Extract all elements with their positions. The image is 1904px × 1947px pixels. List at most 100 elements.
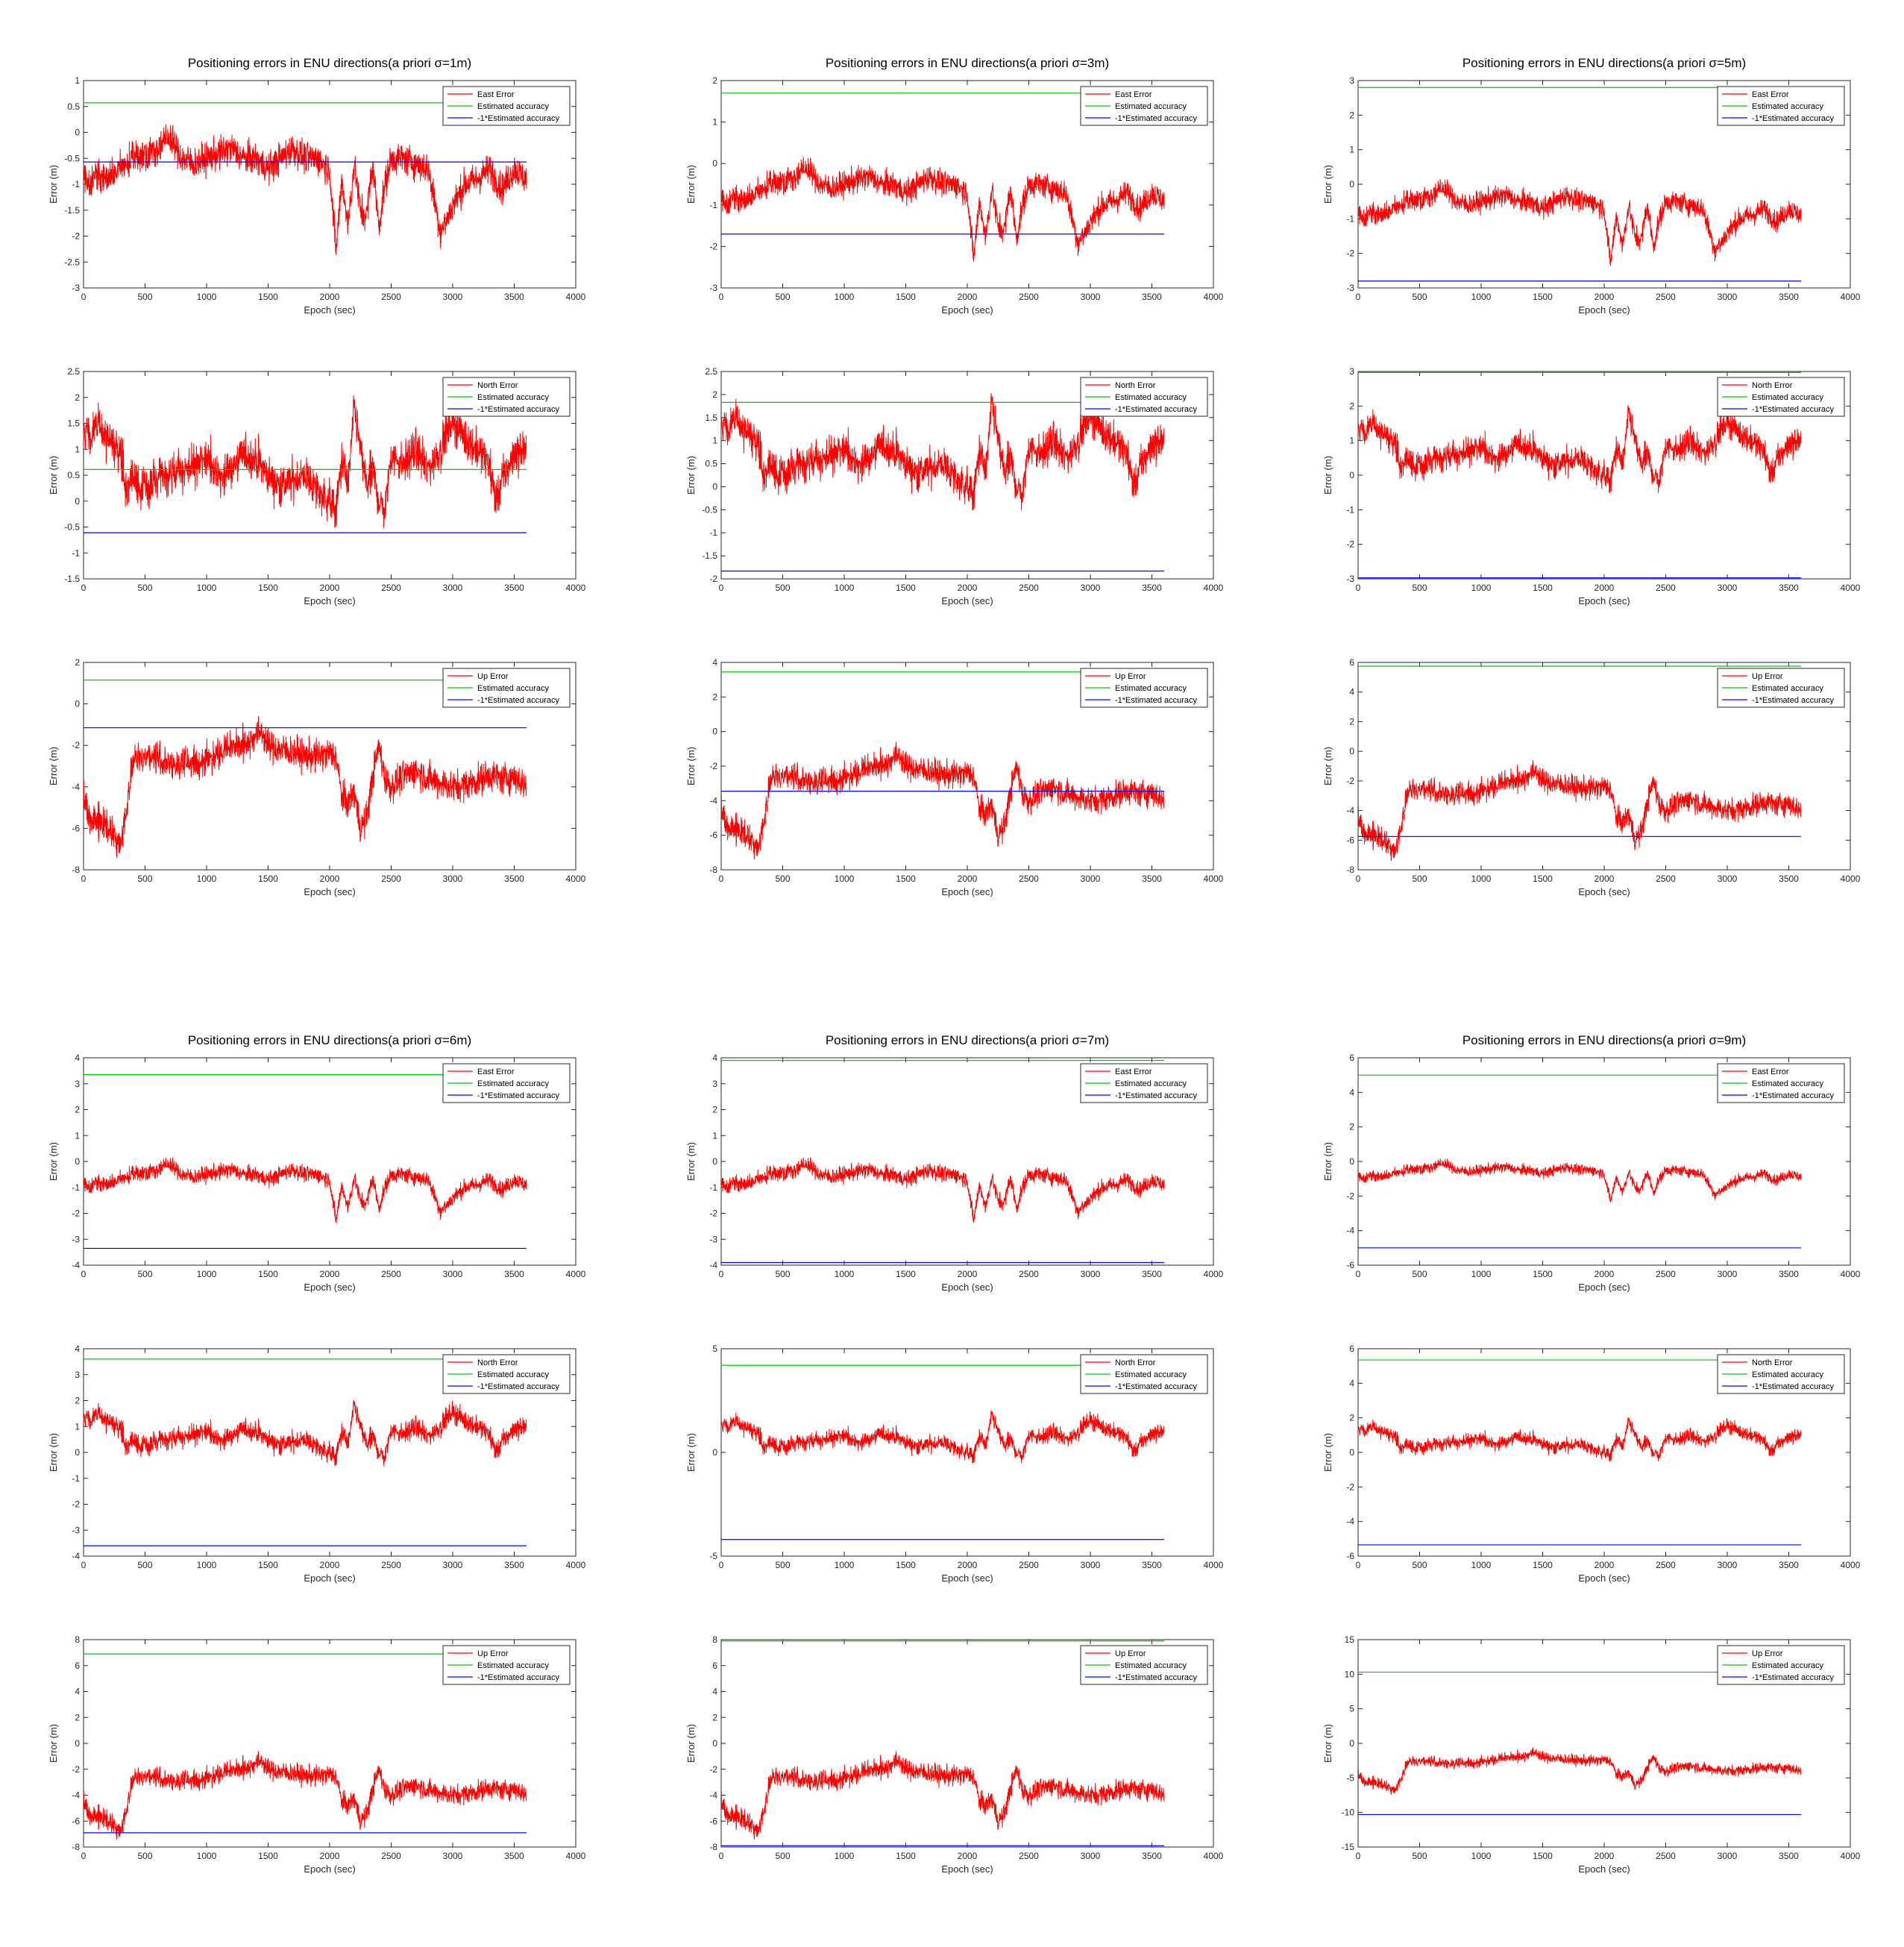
y-tick-label: -3 — [72, 1234, 80, 1244]
x-tick-label: 3500 — [1142, 292, 1162, 302]
error-series-line — [721, 1751, 1165, 1840]
legend-label: Estimated accuracy — [477, 1079, 549, 1088]
y-tick-label: 6 — [1349, 657, 1354, 668]
legend-label: -1*Estimated accuracy — [1115, 696, 1198, 705]
error-series-line — [84, 1399, 527, 1467]
y-tick-label: 1 — [75, 75, 80, 86]
y-tick-label: 2.5 — [67, 366, 80, 377]
y-tick-label: -6 — [709, 830, 717, 841]
error-series-line — [1358, 1158, 1802, 1203]
y-tick-label: 0 — [1349, 1156, 1354, 1167]
x-tick-label: 3500 — [1142, 1269, 1162, 1279]
x-tick-label: 1500 — [1533, 1560, 1553, 1570]
legend-label: Estimated accuracy — [1752, 684, 1823, 693]
legend-label: North Error — [477, 381, 518, 390]
y-tick-label: -2 — [72, 740, 80, 750]
x-tick-label: 4000 — [566, 874, 586, 884]
legend-label: -1*Estimated accuracy — [477, 1091, 560, 1100]
x-tick-label: 2500 — [1656, 583, 1676, 593]
x-tick-label: 2500 — [381, 874, 401, 884]
y-tick-label: -0.5 — [64, 522, 80, 533]
y-tick-label: -1 — [1346, 213, 1354, 224]
x-tick-label: 0 — [81, 1851, 87, 1861]
y-tick-label: -2 — [1346, 776, 1354, 786]
error-series-line — [1358, 178, 1802, 266]
y-tick-label: -8 — [72, 865, 80, 875]
x-tick-label: 0 — [81, 874, 87, 884]
x-tick-label: 500 — [1412, 1269, 1427, 1279]
x-tick-label: 1500 — [896, 1269, 916, 1279]
subplot-north: 0 500 1000 1500 2000 2500 3000 3500 4000 -2 -1.5 -1… — [685, 366, 1224, 606]
x-tick-label: 1500 — [1533, 292, 1553, 302]
legend-label: Estimated accuracy — [477, 1661, 549, 1670]
x-tick-label: 0 — [719, 874, 724, 884]
y-tick-label: 5 — [1349, 1704, 1354, 1714]
legend-label: Estimated accuracy — [477, 1370, 549, 1379]
x-axis-label: Epoch (sec) — [304, 595, 355, 606]
y-tick-label: 5 — [712, 1344, 717, 1354]
x-tick-label: 2000 — [1594, 583, 1615, 593]
y-tick-label: -8 — [1346, 865, 1354, 875]
y-tick-label: -3 — [72, 1525, 80, 1535]
subplot-up: 0 500 1000 1500 2000 2500 3000 3500 4000 -8 -6 -4 -2… — [1322, 657, 1861, 897]
y-tick-label: -8 — [72, 1842, 80, 1852]
x-tick-label: 2500 — [381, 1269, 401, 1279]
x-tick-label: 2000 — [320, 1851, 340, 1861]
x-tick-label: 2500 — [1656, 874, 1676, 884]
x-tick-label: 0 — [1356, 1269, 1361, 1279]
y-axis-label: Error (m) — [1322, 1724, 1333, 1763]
x-tick-label: 1500 — [258, 583, 278, 593]
y-tick-label: -6 — [72, 1816, 80, 1826]
x-tick-label: 2000 — [320, 874, 340, 884]
x-tick-label: 4000 — [566, 583, 586, 593]
x-tick-label: 2500 — [1019, 1851, 1039, 1861]
legend-label: Up Error — [1752, 672, 1783, 681]
x-axis-label: Epoch (sec) — [941, 595, 993, 606]
y-tick-label: -2 — [72, 1764, 80, 1775]
x-tick-label: 3500 — [1779, 292, 1799, 302]
legend-label: Estimated accuracy — [1115, 102, 1187, 111]
x-tick-label: 500 — [1412, 1560, 1427, 1570]
y-tick-label: -4 — [72, 1790, 80, 1801]
x-tick-label: 500 — [775, 292, 790, 302]
y-tick-label: 2 — [75, 1105, 80, 1115]
x-tick-label: 2000 — [320, 583, 340, 593]
x-tick-label: 2500 — [1019, 292, 1039, 302]
subplot-up: 0 500 1000 1500 2000 2500 3000 3500 4000 -8 -6 -4 -2… — [48, 1634, 586, 1875]
x-tick-label: 1000 — [197, 1560, 217, 1570]
x-tick-label: 2000 — [958, 1851, 978, 1861]
x-tick-label: 500 — [1412, 583, 1427, 593]
chart-title: Positioning errors in ENU directions(a p… — [826, 56, 1109, 70]
x-tick-label: 500 — [775, 1560, 790, 1570]
y-tick-label: -4 — [709, 795, 717, 806]
y-tick-label: 6 — [75, 1661, 80, 1671]
x-tick-label: 2000 — [320, 292, 340, 302]
legend-label: -1*Estimated accuracy — [1115, 114, 1198, 123]
subplot-up: 0 500 1000 1500 2000 2500 3000 3500 4000 -15 -10 -5… — [1322, 1634, 1861, 1875]
y-tick-label: 3 — [75, 1079, 80, 1089]
x-axis-label: Epoch (sec) — [304, 304, 355, 316]
x-tick-label: 0 — [81, 1560, 87, 1570]
x-tick-label: 0 — [1356, 874, 1361, 884]
x-axis-label: Epoch (sec) — [941, 886, 993, 897]
x-tick-label: 4000 — [566, 1269, 586, 1279]
x-tick-label: 2000 — [1594, 874, 1615, 884]
x-tick-label: 1500 — [896, 1851, 916, 1861]
x-tick-label: 3000 — [1718, 1560, 1738, 1570]
x-tick-label: 0 — [719, 1560, 724, 1570]
y-tick-label: 6 — [712, 1661, 717, 1671]
legend: East Error Estimated accuracy -1*Estimated… — [442, 86, 571, 126]
x-tick-label: 1000 — [835, 1851, 855, 1861]
legend: North Error Estimated accuracy -1*Estimate… — [1080, 377, 1208, 417]
legend-label: North Error — [1115, 381, 1156, 390]
y-axis-label: Error (m) — [48, 1724, 59, 1763]
error-series-line — [84, 124, 527, 255]
y-tick-label: 1 — [1349, 436, 1354, 446]
x-tick-label: 0 — [1356, 1560, 1361, 1570]
x-tick-label: 2500 — [1019, 1269, 1039, 1279]
x-axis-label: Epoch (sec) — [304, 1573, 355, 1584]
y-tick-label: 4 — [75, 1053, 80, 1063]
y-tick-label: -6 — [709, 1816, 717, 1826]
legend-label: Up Error — [1115, 1649, 1146, 1658]
x-tick-label: 500 — [775, 1851, 790, 1861]
